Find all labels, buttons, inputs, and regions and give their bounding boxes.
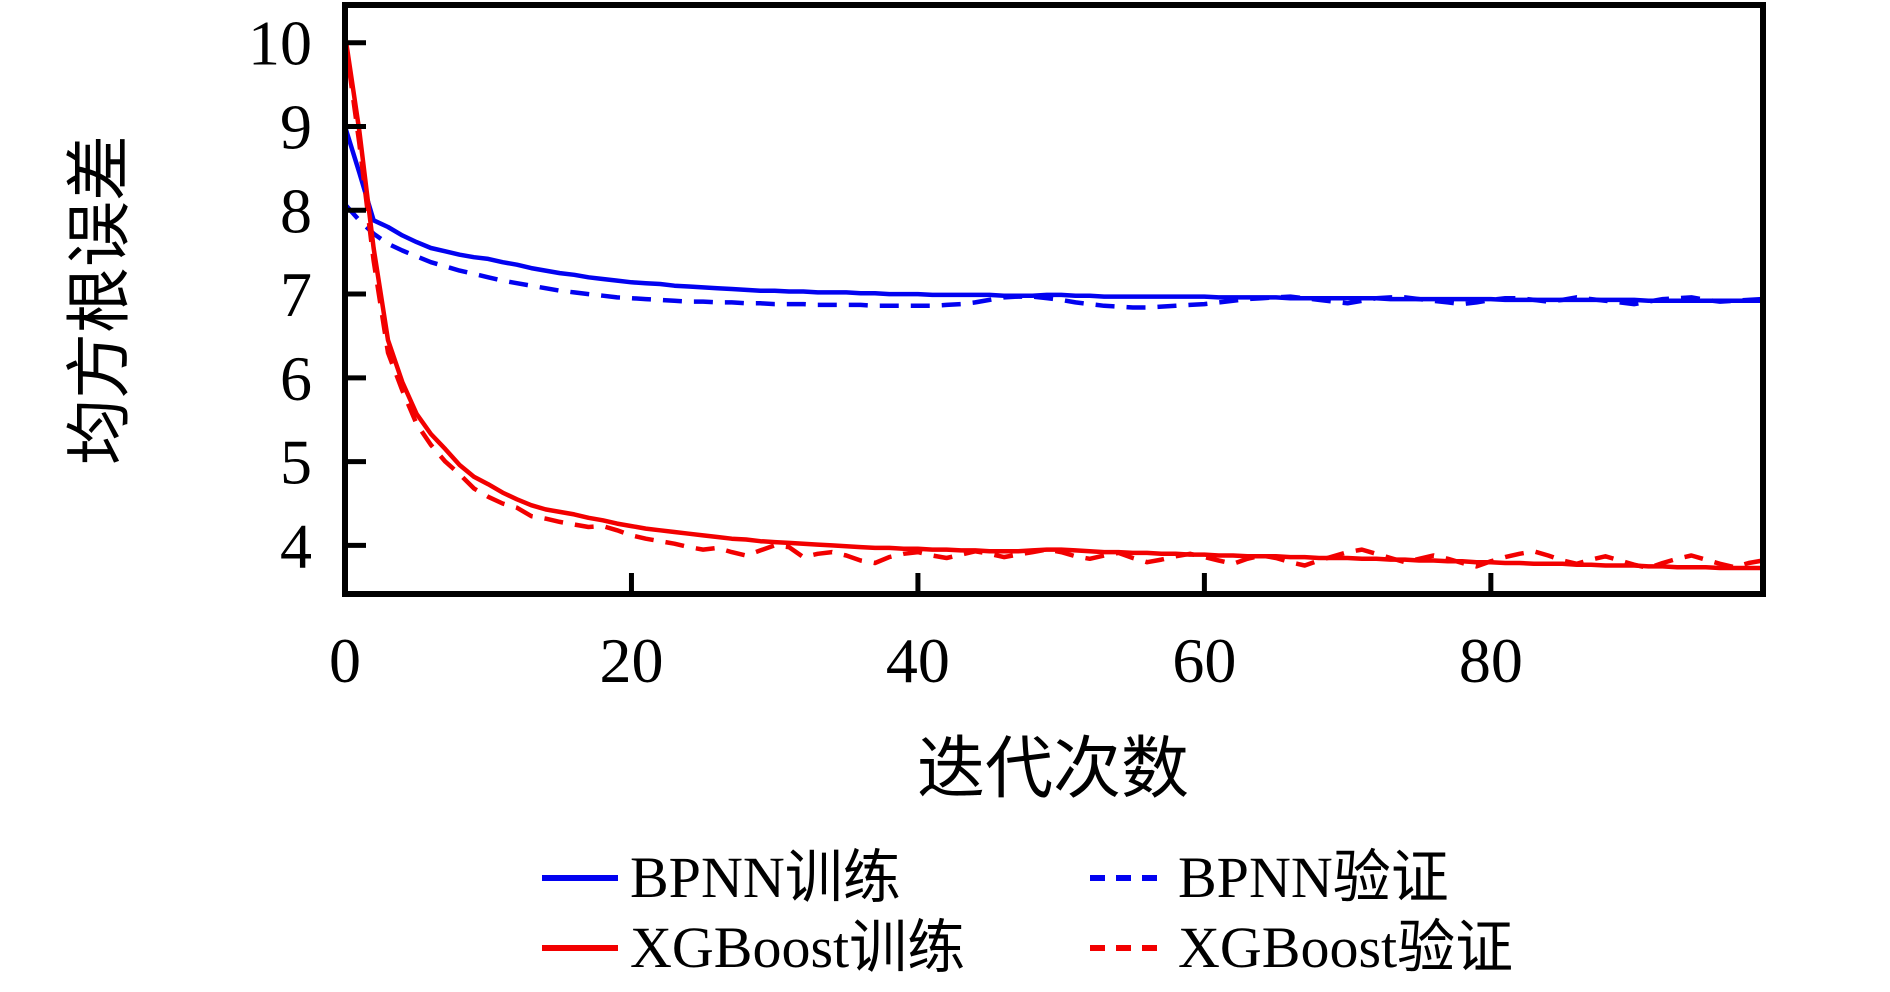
x-axis-label: 迭代次数: [917, 731, 1189, 807]
legend-label-xgboost-val: XGBoost验证: [1178, 915, 1514, 980]
x-tick-label: 20: [599, 625, 663, 696]
axes-layer: 0 20 40 60 80 10 9 8 7 6 5 4: [248, 2, 1766, 696]
legend-item-bpnn-train: BPNN训练: [540, 849, 1088, 907]
y-tick-label: 4: [280, 510, 312, 581]
legend-swatch-solid-blue: [542, 875, 618, 881]
legend-item-xgboost-val: XGBoost验证: [1088, 919, 1513, 977]
legend-swatch-dashed-blue: [1090, 875, 1166, 881]
legend-label-bpnn-train: BPNN训练: [630, 845, 901, 910]
legend-swatch-dashed-red: [1090, 945, 1166, 951]
plot-border: [342, 2, 1766, 597]
legend-item-bpnn-val: BPNN验证: [1088, 849, 1513, 907]
series-line-bpnn-train: [342, 125, 1763, 304]
legend-swatch-solid-red: [542, 945, 618, 951]
legend: BPNN训练 BPNN验证 XGBoost训练 XGBoost验证: [540, 843, 1513, 983]
legend-label-bpnn-val: BPNN验证: [1178, 845, 1449, 910]
y-axis-label: 均方根误差: [64, 135, 137, 465]
x-tick-label: 40: [886, 625, 950, 696]
y-tick-label: 9: [280, 91, 312, 162]
y-tick-label: 10: [248, 8, 312, 79]
series-layer: [342, 33, 1764, 571]
series-line-xgboost-val: [342, 38, 1764, 571]
series-line-bpnn-val: [343, 202, 1764, 310]
legend-label-xgboost-train: XGBoost训练: [630, 915, 966, 980]
y-tick-label: 6: [280, 343, 312, 414]
x-tick-label: 0: [329, 625, 361, 696]
y-tick-label: 7: [280, 259, 312, 330]
x-tick-label: 60: [1172, 625, 1236, 696]
y-tick-label: 8: [280, 175, 312, 246]
y-tick-label: 5: [280, 427, 312, 498]
series-line-xgboost-train: [342, 33, 1763, 571]
x-tick-label: 80: [1459, 625, 1523, 696]
legend-item-xgboost-train: XGBoost训练: [540, 919, 1088, 977]
